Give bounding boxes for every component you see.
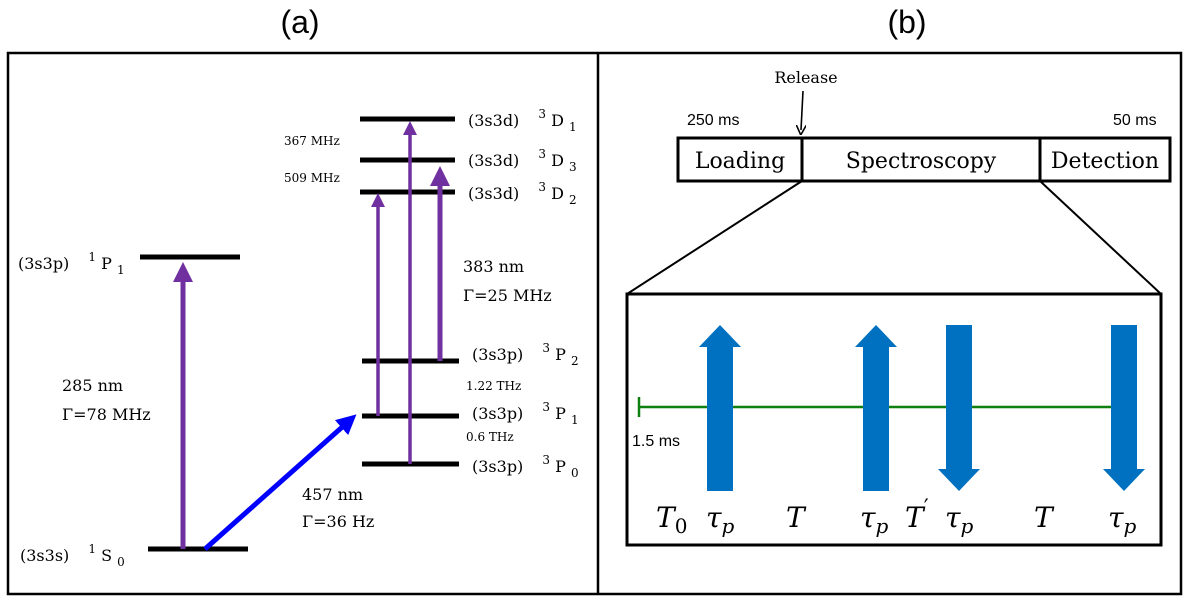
term-1p1: P: [101, 254, 112, 273]
term-1s0: S: [101, 546, 112, 565]
timing-T0: T0: [656, 501, 687, 538]
config-3p2: (3s3p): [472, 345, 523, 364]
sup-3p0: 3: [542, 453, 550, 467]
config-3d3: (3s3d): [468, 151, 519, 170]
stage-spectroscopy: Spectroscopy: [846, 149, 997, 174]
level-label-3d3: (3s3d) 3 D 3: [468, 143, 577, 174]
release-arrow: [801, 90, 803, 130]
t383-wavelength: 383 nm: [463, 257, 524, 276]
t285-wavelength: 285 nm: [62, 376, 123, 395]
config-1s0: (3s3s): [20, 546, 69, 565]
sub-1p1: 1: [117, 263, 125, 277]
delay-label: 1.5 ms: [632, 433, 680, 450]
loading-time: 250 ms: [687, 112, 739, 129]
pulse-3-down: [938, 325, 980, 491]
timing-tau-1-main: τ: [706, 501, 722, 534]
timing-Tprime-mark: ′: [924, 496, 929, 521]
sub-3p1: 1: [571, 413, 579, 427]
timing-tau-3-sub: p: [961, 514, 974, 538]
timing-sequence: Release 250 ms 50 ms Loading Spectroscop…: [625, 68, 1172, 547]
term-3p0: P: [555, 457, 566, 476]
sub-3d2: 2: [569, 193, 577, 207]
panel-b-label: (b): [887, 4, 926, 40]
timing-Tprime-main: T: [905, 501, 926, 534]
config-3d2: (3s3d): [468, 184, 519, 203]
t457-linewidth: Γ=36 Hz: [302, 512, 374, 531]
term-3d3: D: [551, 151, 564, 170]
sub-3p0: 0: [571, 466, 579, 480]
splitting-p1-p0: 0.6 THz: [466, 430, 514, 444]
timing-T-2: T: [1034, 501, 1055, 534]
timing-tau-2-sub: p: [876, 514, 889, 538]
sup-1s0: 1: [88, 542, 96, 556]
term-3p1: P: [555, 404, 566, 423]
t383-linewidth: Γ=25 MHz: [463, 286, 552, 305]
stage-loading: Loading: [695, 149, 785, 174]
term-3p2: P: [555, 345, 566, 364]
timing-tau-1: τp: [706, 501, 735, 538]
stage-detection: Detection: [1051, 149, 1159, 174]
panel-a-label: (a): [280, 4, 319, 40]
level-label-3p0: (3s3p) 3 P 0: [472, 449, 579, 480]
splitting-p2-p1: 1.22 THz: [466, 379, 521, 393]
level-label-1s0: (3s3s) 1 S 0: [20, 538, 125, 569]
detection-time: 50 ms: [1113, 112, 1157, 129]
timing-tau-1-sub: p: [722, 514, 735, 538]
splitting-d1-d3: 367 MHz: [284, 134, 340, 148]
spectroscopy-detail-box: [625, 292, 1163, 547]
pulse-4-down: [1103, 325, 1145, 491]
term-3d2: D: [551, 184, 564, 203]
config-3p1: (3s3p): [472, 404, 523, 423]
zoom-line-right: [1039, 180, 1162, 295]
pulse-2-up: [855, 325, 897, 491]
sup-1p1: 1: [88, 250, 96, 264]
release-label: Release: [774, 68, 837, 87]
term-3d1: D: [551, 111, 564, 130]
timing-tau-2-main: τ: [860, 501, 876, 534]
timing-tau-2: τp: [860, 501, 889, 538]
energy-level-diagram: (3s3s) 1 S 0 (3s3p) 1 P 1 (3s3d) 3 D 1 (…: [18, 103, 579, 569]
level-label-3d2: (3s3d) 3 D 2: [468, 176, 577, 207]
timing-tau-4-sub: p: [1124, 514, 1137, 538]
t285-linewidth: Γ=78 MHz: [62, 405, 151, 424]
sub-1s0: 0: [117, 555, 125, 569]
pulse-1-up: [699, 325, 741, 491]
config-3p0: (3s3p): [472, 457, 523, 476]
config-1p1: (3s3p): [18, 254, 69, 273]
zoom-line-left: [626, 180, 803, 295]
timing-tau-3: τp: [945, 501, 974, 538]
timing-tau-4: τp: [1108, 501, 1137, 538]
timing-T0-main: T: [656, 501, 677, 534]
config-3d1: (3s3d): [468, 111, 519, 130]
level-label-3p2: (3s3p) 3 P 2: [472, 337, 579, 368]
level-label-3d1: (3s3d) 3 D 1: [468, 103, 577, 134]
level-label-3p1: (3s3p) 3 P 1: [472, 396, 579, 427]
timing-T-1: T: [786, 501, 807, 534]
timing-T0-sub: 0: [675, 514, 688, 538]
sub-3d3: 3: [569, 160, 577, 174]
sup-3d2: 3: [538, 180, 546, 194]
t457-wavelength: 457 nm: [302, 485, 363, 504]
transition-457nm-arrow: [203, 414, 357, 551]
sub-3d1: 1: [569, 120, 577, 134]
stage-boxes-frame: [676, 136, 1172, 183]
splitting-d3-d2: 509 MHz: [284, 171, 340, 185]
timing-Tprime: T′: [905, 496, 929, 534]
sup-3d1: 3: [538, 107, 546, 121]
sup-3p1: 3: [542, 400, 550, 414]
level-label-1p1: (3s3p) 1 P 1: [18, 246, 125, 277]
figure-frame: [6, 51, 1183, 596]
sub-3p2: 2: [571, 354, 579, 368]
timing-tau-3-main: τ: [945, 501, 961, 534]
sup-3p2: 3: [542, 341, 550, 355]
timing-tau-4-main: τ: [1108, 501, 1124, 534]
sup-3d3: 3: [538, 147, 546, 161]
